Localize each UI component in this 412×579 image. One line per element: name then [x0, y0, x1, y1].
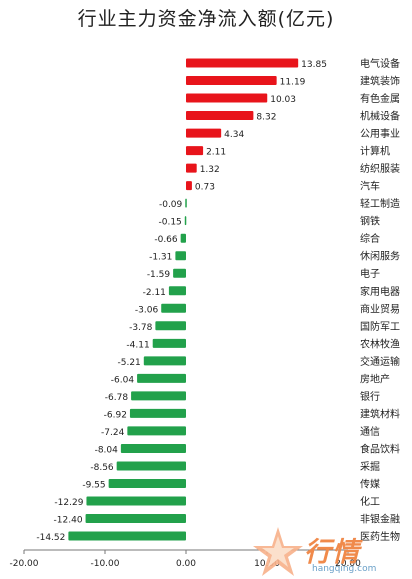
bar [184, 216, 187, 226]
data-label: -9.55 [82, 480, 105, 490]
category-label: 纺织服装 [360, 162, 400, 175]
bar [120, 443, 186, 453]
category-label: 机械设备 [360, 110, 400, 123]
data-label: -3.06 [135, 305, 159, 315]
bar [116, 461, 186, 471]
category-label: 钢铁 [360, 215, 380, 228]
data-label: -8.56 [90, 463, 114, 473]
data-label: 2.11 [206, 148, 226, 158]
bar [161, 303, 186, 313]
bar [186, 93, 268, 103]
data-label: -1.59 [147, 270, 171, 280]
data-label: -14.52 [36, 533, 65, 543]
bar [173, 268, 186, 278]
category-label: 电气设备 [360, 57, 400, 70]
data-label: -12.40 [54, 516, 83, 526]
category-label: 传媒 [360, 478, 380, 490]
bar [186, 181, 192, 191]
x-tick-label: 0.00 [176, 559, 196, 569]
data-label: -6.04 [111, 375, 135, 385]
data-label: -1.31 [149, 253, 172, 263]
bar [175, 251, 186, 261]
category-label: 采掘 [360, 460, 380, 473]
bar [85, 514, 186, 524]
data-label: 10.03 [270, 95, 296, 105]
data-label: -7.24 [101, 428, 125, 438]
bar [155, 321, 186, 331]
watermark: 行情 hangqing.com [248, 524, 412, 579]
category-label: 休闲服务 [360, 250, 400, 263]
data-label: -12.29 [54, 498, 83, 508]
bar [180, 233, 186, 243]
bar [86, 496, 186, 506]
data-label: -0.15 [158, 218, 181, 228]
bar [137, 373, 186, 383]
category-label: 商业贸易 [360, 302, 400, 315]
data-label: -5.21 [118, 358, 141, 368]
x-tick-label: -20.00 [9, 559, 38, 569]
bar [108, 478, 186, 488]
data-label: -6.92 [104, 410, 127, 420]
bar [186, 58, 299, 68]
chart-title: 行业主力资金净流入额(亿元) [77, 8, 335, 30]
data-label: -3.78 [129, 323, 153, 333]
x-tick-label: 20.00 [335, 559, 361, 569]
data-label: 13.85 [301, 60, 327, 70]
category-label: 家用电器 [360, 285, 400, 298]
category-label: 银行 [360, 390, 380, 403]
category-label: 汽车 [360, 180, 380, 193]
bar [127, 426, 186, 436]
bar [168, 286, 186, 296]
x-tick-label: -10.00 [90, 559, 119, 569]
category-label: 电子 [360, 267, 380, 280]
data-label: 8.32 [256, 113, 276, 123]
data-label: 0.73 [195, 183, 215, 193]
bar [143, 356, 186, 366]
category-label: 公用事业 [360, 127, 400, 140]
bar [186, 76, 277, 86]
bar [186, 111, 254, 121]
category-label: 计算机 [360, 145, 390, 158]
data-label: -4.11 [126, 340, 149, 350]
category-label: 综合 [360, 232, 380, 245]
category-label: 有色金属 [360, 92, 400, 105]
category-label: 建筑材料 [360, 407, 400, 420]
bar [185, 198, 187, 208]
data-label: 1.32 [200, 165, 220, 175]
category-label: 农林牧渔 [360, 337, 400, 350]
category-label: 食品饮料 [360, 442, 400, 455]
category-label: 非银金融 [360, 513, 400, 526]
category-label: 通信 [360, 426, 380, 438]
bar [186, 146, 204, 156]
data-label: -8.04 [95, 445, 119, 455]
data-label: 11.19 [280, 78, 306, 88]
bar [152, 338, 186, 348]
category-label: 房地产 [360, 372, 390, 385]
bar [186, 163, 197, 173]
data-label: 4.34 [224, 130, 244, 140]
data-label: -6.78 [105, 393, 129, 403]
data-label: -0.66 [154, 235, 178, 245]
category-label: 轻工制造 [360, 197, 400, 210]
category-label: 医药生物 [360, 530, 400, 543]
watermark-url: hangqing.com [312, 564, 377, 574]
data-label: -0.09 [159, 200, 183, 210]
category-label: 交通运输 [360, 355, 400, 368]
bar [129, 408, 186, 418]
bar [68, 531, 186, 541]
bar [131, 391, 186, 401]
category-label: 建筑装饰 [360, 75, 400, 88]
bar [186, 128, 222, 138]
data-label: -2.11 [143, 288, 166, 298]
watermark-text: 行情 [304, 537, 360, 568]
category-label: 国防军工 [360, 320, 400, 333]
category-label: 化工 [360, 495, 380, 508]
watermark-logo-icon [253, 527, 303, 576]
